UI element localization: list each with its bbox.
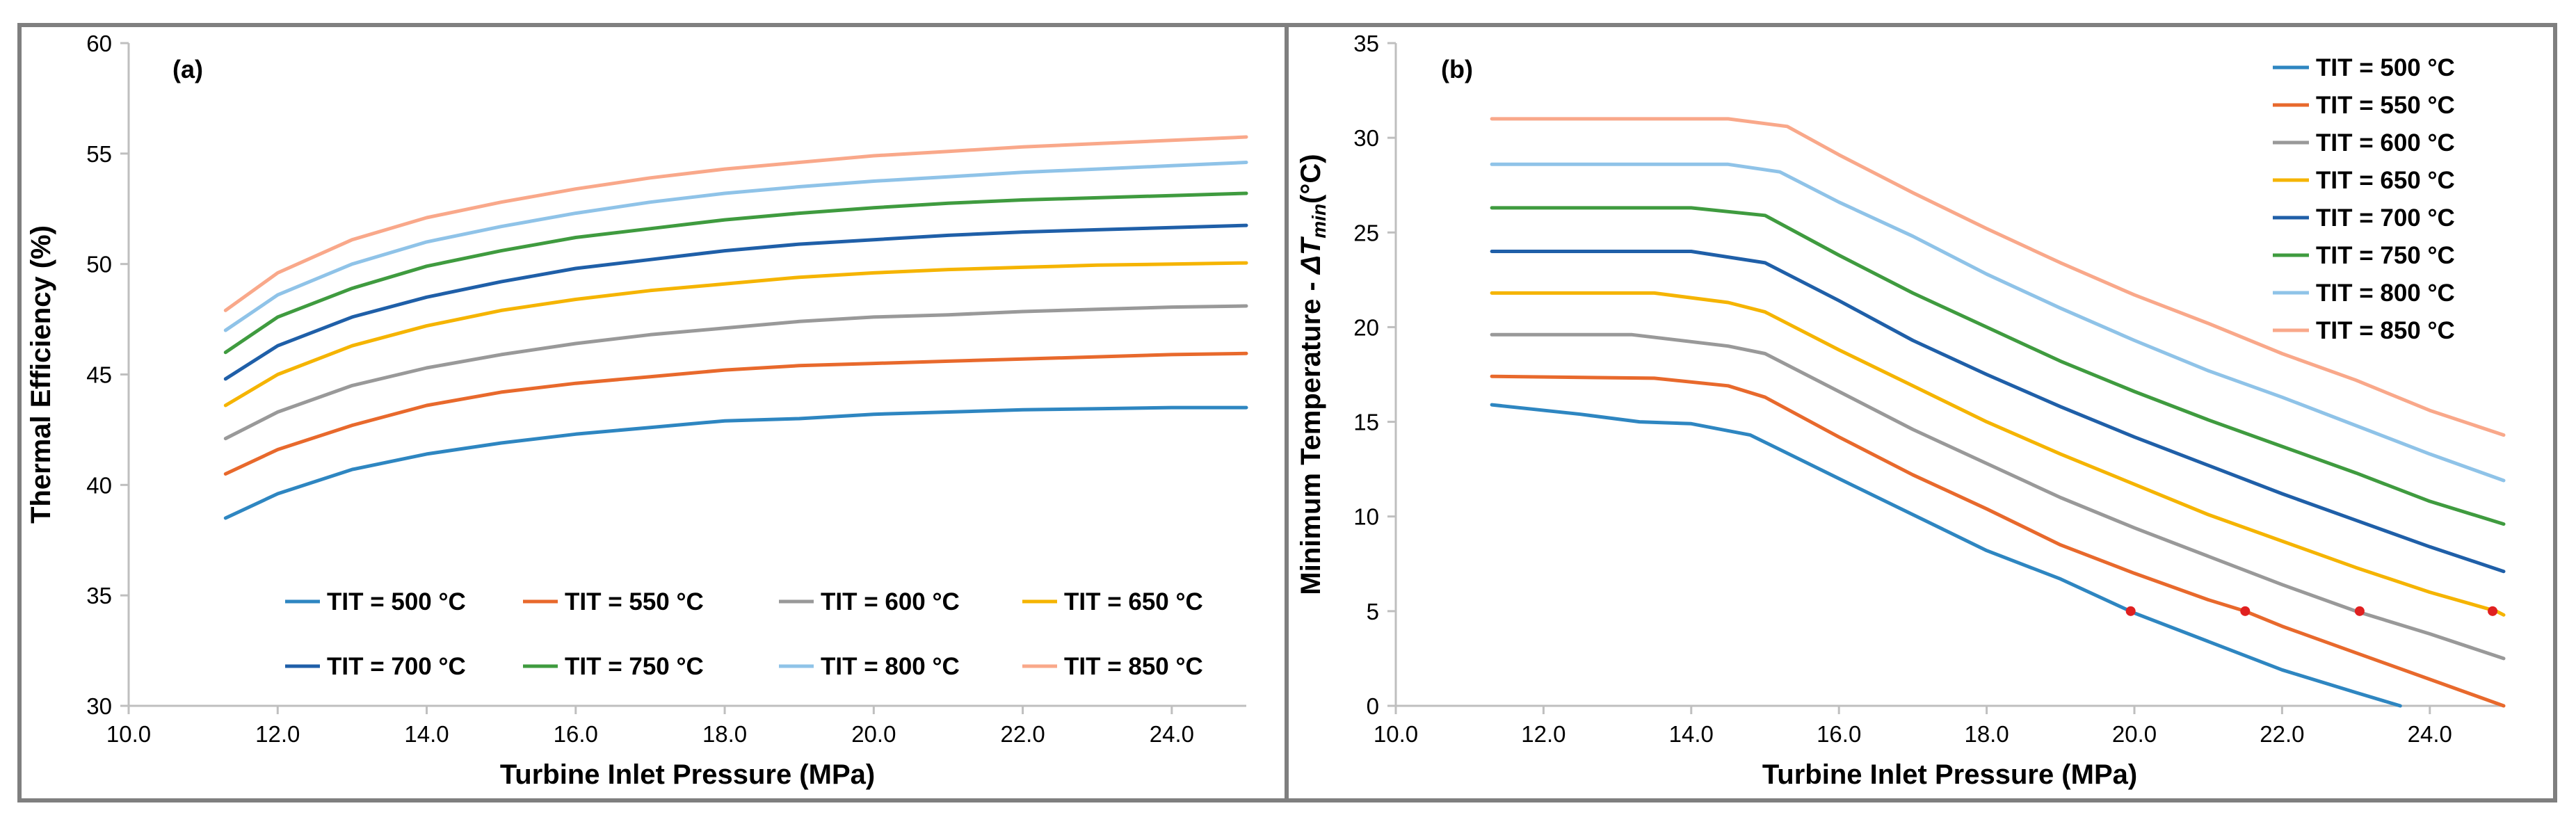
panel-b-marker-point bbox=[2125, 606, 2136, 616]
panel-b-legend-label: TIT = 700 °C bbox=[2316, 204, 2455, 232]
panel-b-x-tick-label: 22.0 bbox=[2260, 721, 2304, 747]
panel-b-frame bbox=[1285, 23, 2557, 802]
panel-a-legend-label: TIT = 650 °C bbox=[1064, 588, 1203, 615]
panel-a-legend-label: TIT = 500 °C bbox=[327, 588, 466, 615]
panel-a-legend-label: TIT = 550 °C bbox=[565, 588, 704, 615]
panel-b-y-tick-label: 35 bbox=[1353, 31, 1379, 56]
panel-b-series-line-7 bbox=[1490, 162, 2506, 483]
panel-a-series-line-7 bbox=[223, 161, 1248, 332]
panel-a-y-tick-label: 30 bbox=[86, 693, 112, 719]
panel-a-series-line-8 bbox=[223, 135, 1248, 312]
panel-a-legend-label: TIT = 700 °C bbox=[327, 653, 466, 680]
panel-b-legend-label: TIT = 650 °C bbox=[2316, 167, 2455, 194]
panel-a-y-tick-label: 60 bbox=[86, 31, 112, 56]
panel-a-series-line-5 bbox=[223, 223, 1248, 381]
panel-a-y-tick-label: 45 bbox=[86, 362, 112, 388]
panel-a-legend-label: TIT = 800 °C bbox=[821, 653, 960, 680]
panel-b-marker-point bbox=[2240, 606, 2251, 616]
panel-b-series-line-5 bbox=[1490, 250, 2506, 574]
panel-a-legend-label: TIT = 750 °C bbox=[565, 653, 704, 680]
panel-a-y-tick-label: 35 bbox=[86, 583, 112, 608]
panel-a-y-tick-label: 50 bbox=[86, 252, 112, 277]
panel-a-chart: 30 35 40 45 50 55 60 10.0 12.0 14.0 16.0 18.0 20.0 22… bbox=[26, 31, 1248, 790]
panel-b-label: (b) bbox=[1441, 55, 1473, 83]
panel-a-label: (a) bbox=[172, 55, 203, 83]
panel-b-chart: 0 5 10 15 20 25 30 35 10.0 12.0 14.0 16.0 18.0 20.0 22… bbox=[1296, 31, 2506, 790]
panel-b-x-tick-label: 10.0 bbox=[1374, 721, 1418, 747]
panel-b-y-tick-label: 10 bbox=[1353, 504, 1379, 530]
panel-a-x-tick-label: 10.0 bbox=[106, 721, 151, 747]
panel-a-legend-label: TIT = 850 °C bbox=[1064, 653, 1203, 680]
panel-b-y-tick-label: 30 bbox=[1353, 125, 1379, 151]
panel-b-series-line-1 bbox=[1490, 403, 2402, 708]
panel-b-legend-label: TIT = 850 °C bbox=[2316, 317, 2455, 344]
panel-b-x-axis-title: Turbine Inlet Pressure (MPa) bbox=[1762, 759, 2137, 790]
panel-b-marker-point bbox=[2354, 606, 2365, 616]
panel-b-y-tick-label: 5 bbox=[1367, 599, 1379, 624]
panel-b-legend-label: TIT = 500 °C bbox=[2316, 54, 2455, 81]
panel-b-legend-label: TIT = 800 °C bbox=[2316, 280, 2455, 307]
panel-b-y-tick-label: 0 bbox=[1367, 693, 1379, 719]
panel-b-series-line-8 bbox=[1490, 117, 2506, 437]
panel-a-legend-label: TIT = 600 °C bbox=[821, 588, 960, 615]
panel-a-frame bbox=[17, 23, 1289, 802]
panel-b-series-line-3 bbox=[1490, 332, 2506, 661]
panel-b-x-tick-label: 20.0 bbox=[2112, 721, 2157, 747]
panel-a-x-tick-label: 24.0 bbox=[1150, 721, 1194, 747]
panel-b-x-tick-label: 16.0 bbox=[1817, 721, 1861, 747]
panel-a-series-line-6 bbox=[223, 191, 1248, 355]
panel-a-y-axis-title: Thermal Efficiency (%) bbox=[26, 225, 56, 524]
panel-b-x-tick-label: 14.0 bbox=[1669, 721, 1714, 747]
panel-b-series-line-6 bbox=[1490, 206, 2506, 526]
panel-b-x-tick-label: 12.0 bbox=[1521, 721, 1565, 747]
panel-a-x-tick-label: 14.0 bbox=[404, 721, 449, 747]
panel-a-x-tick-label: 22.0 bbox=[1000, 721, 1045, 747]
panel-a-x-tick-label: 20.0 bbox=[851, 721, 896, 747]
panel-a-y-tick-label: 55 bbox=[86, 141, 112, 167]
panel-b-y-axis-title: Minimum Temperature - ΔTmin(°C) bbox=[1296, 154, 1330, 595]
panel-a-x-axis-title: Turbine Inlet Pressure (MPa) bbox=[500, 759, 875, 790]
panel-b-x-tick-label: 18.0 bbox=[1964, 721, 2009, 747]
panel-b-marker-point bbox=[2488, 606, 2498, 616]
panel-b-legend-label: TIT = 600 °C bbox=[2316, 129, 2455, 156]
panel-a-x-tick-label: 16.0 bbox=[554, 721, 598, 747]
panel-b-series-line-2 bbox=[1490, 374, 2506, 708]
panel-a-series-line-4 bbox=[223, 261, 1248, 408]
panel-a-x-tick-label: 18.0 bbox=[702, 721, 747, 747]
panel-b-y-tick-label: 20 bbox=[1353, 314, 1379, 340]
panel-b-x-tick-label: 24.0 bbox=[2408, 721, 2452, 747]
panel-b-legend-label: TIT = 550 °C bbox=[2316, 92, 2455, 119]
panel-b-legend-label: TIT = 750 °C bbox=[2316, 242, 2455, 269]
panel-b-y-tick-label: 15 bbox=[1353, 410, 1379, 435]
panel-b-y-tick-label: 25 bbox=[1353, 220, 1379, 245]
panel-a-x-tick-label: 12.0 bbox=[255, 721, 300, 747]
panel-a-series-line-3 bbox=[223, 304, 1248, 441]
panel-a-y-tick-label: 40 bbox=[86, 472, 112, 498]
panel-a-series-line-2 bbox=[223, 351, 1248, 476]
panel-a-series-line-1 bbox=[223, 405, 1248, 520]
panel-b-series-line-4 bbox=[1490, 291, 2506, 617]
